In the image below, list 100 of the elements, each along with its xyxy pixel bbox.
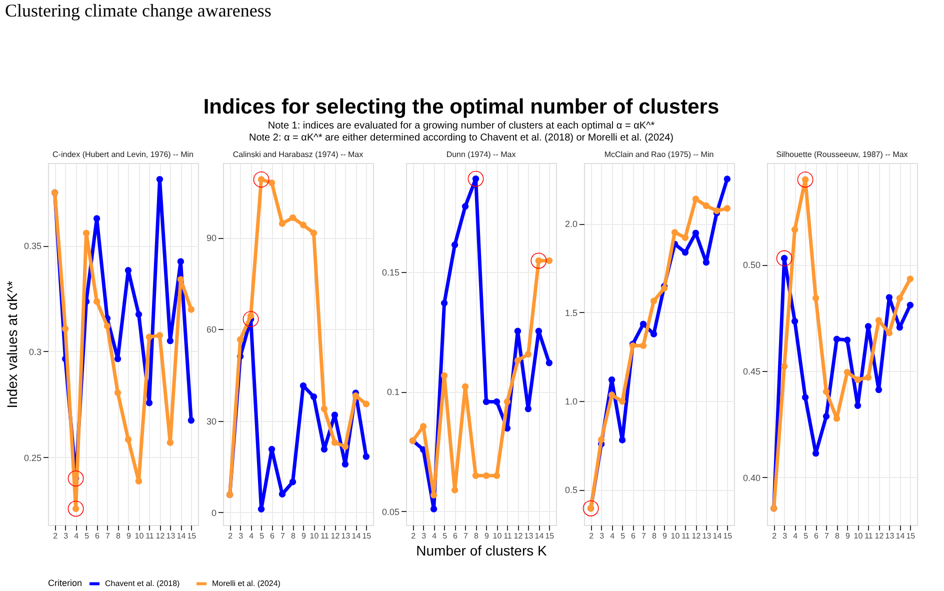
point: [430, 492, 438, 498]
point: [472, 472, 480, 480]
x-axis-title: Number of clusters K: [416, 542, 548, 558]
point: [362, 400, 370, 408]
legend-label: Morelli et al. (2024): [212, 578, 281, 588]
x-tick-label: 3: [238, 532, 244, 540]
text: Clustering climate change awareness: [4, 0, 272, 20]
x-tick-label: 15: [362, 532, 372, 540]
point: [300, 222, 307, 228]
x-tick-label: 15: [906, 532, 916, 540]
point: [582, 500, 599, 516]
x-tick-label: 7: [642, 532, 647, 540]
point: [420, 423, 427, 430]
point: [124, 266, 132, 274]
x-tick-label: 4: [432, 532, 438, 540]
point: [289, 478, 296, 486]
text: Note 1: indices are evaluated for a growing number of clusters at each optimal α = αK^*: [268, 120, 655, 132]
y-tick-label: 60: [206, 324, 216, 335]
x-tick-label: 13: [166, 532, 176, 540]
point: [671, 229, 678, 236]
x-tick-label: 9: [484, 532, 490, 540]
y-tick-label: 0.05: [382, 506, 400, 517]
point: [833, 415, 840, 422]
x-tick-label: 12: [330, 532, 340, 540]
point: [242, 311, 259, 328]
point: [462, 383, 469, 390]
x-tick-label: 6: [270, 532, 276, 540]
y-tick-label: 0.45: [742, 366, 760, 377]
x-tick-label: 6: [453, 532, 458, 540]
x-tick-label: 5: [804, 532, 809, 540]
point: [188, 417, 195, 424]
point: [166, 439, 174, 446]
point: [289, 214, 296, 222]
x-tick-label: 12: [874, 532, 884, 540]
point: [68, 470, 84, 486]
point: [692, 196, 700, 202]
point: [802, 394, 809, 401]
x-tick-label: 14: [712, 532, 722, 540]
x-tick-label: 10: [670, 532, 680, 540]
point: [278, 220, 286, 227]
point: [682, 234, 689, 242]
x-tick-label: 12: [156, 532, 166, 540]
point: [875, 386, 882, 394]
point: [608, 376, 616, 384]
point: [724, 205, 731, 212]
x-tick-label: 8: [474, 532, 480, 540]
y-tick-label: 90: [206, 233, 216, 244]
x-tick-label: 5: [442, 532, 448, 540]
y-tick-label: 1.5: [564, 308, 578, 318]
y-tick-label: 0.50: [742, 260, 760, 270]
point: [618, 398, 626, 405]
x-tick-label: 7: [280, 532, 286, 540]
x-tick-label: 14: [534, 532, 544, 540]
point: [146, 334, 153, 340]
x-tick-label: 9: [126, 532, 132, 540]
point: [702, 202, 710, 210]
point: [342, 460, 349, 468]
point: [692, 230, 700, 236]
x-tick-label: 13: [885, 532, 895, 540]
x-tick-label: 8: [652, 532, 658, 540]
point: [682, 249, 689, 256]
x-tick-label: 4: [249, 532, 254, 540]
point: [342, 443, 349, 450]
x-tick-label: 14: [896, 532, 906, 540]
point: [310, 393, 318, 400]
legend-label: Chavent et al. (2018): [105, 578, 180, 588]
point: [362, 453, 370, 460]
point: [640, 320, 647, 328]
point: [854, 402, 862, 410]
point: [114, 355, 122, 362]
point: [660, 285, 668, 292]
point: [146, 400, 153, 406]
x-tick-label: 2: [53, 532, 58, 540]
x-tick-label: 7: [824, 532, 830, 540]
x-tick-label: 13: [341, 532, 351, 540]
point: [844, 368, 851, 376]
y-tick-label: 2.0: [564, 219, 578, 230]
x-tick-label: 3: [64, 532, 69, 540]
point: [451, 242, 458, 248]
y-tick-label: 0.35: [24, 241, 42, 252]
point: [93, 298, 100, 305]
point: [896, 294, 904, 302]
point: [906, 276, 914, 282]
point: [776, 250, 792, 266]
point: [104, 322, 111, 330]
x-tick-label: 11: [504, 532, 512, 540]
point: [320, 446, 328, 453]
point: [833, 336, 840, 342]
y-tick-label: 0.40: [742, 472, 760, 483]
point: [114, 389, 122, 396]
x-tick-label: 8: [116, 532, 122, 540]
point: [896, 324, 904, 331]
point: [864, 323, 872, 330]
x-tick-label: 3: [782, 532, 788, 540]
point: [320, 406, 328, 412]
point: [268, 180, 276, 186]
x-tick-label: 3: [422, 532, 427, 540]
point: [188, 306, 195, 313]
point: [124, 436, 132, 443]
point: [135, 311, 142, 318]
